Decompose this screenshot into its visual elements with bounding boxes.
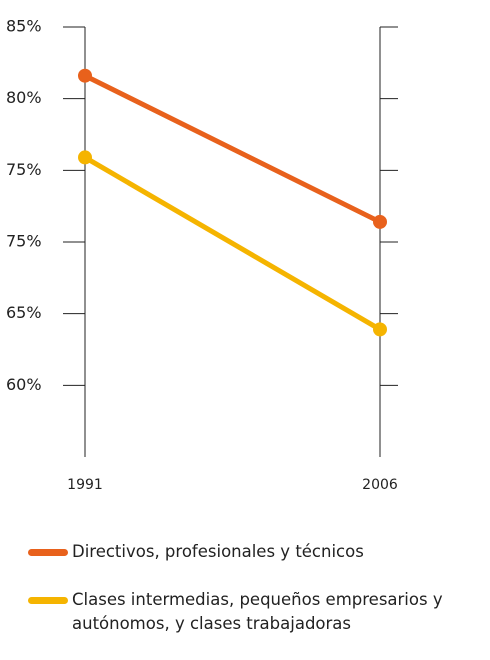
x-tick-label: 1991 bbox=[67, 477, 103, 493]
point bbox=[373, 214, 387, 229]
y-tick-label: 60% bbox=[6, 375, 42, 394]
legend-label: Clases intermedias, pequeños empresarios… bbox=[72, 590, 443, 633]
y-tick-label: 75% bbox=[6, 232, 42, 251]
legend-item: Clases intermedias, pequeños empresarios… bbox=[28, 588, 490, 636]
series-line bbox=[83, 73, 382, 225]
y-tick-label: 85% bbox=[6, 17, 42, 36]
point bbox=[78, 150, 92, 165]
chart: 85% 80% 75% 75% 65% 60% 1991 2006 bbox=[6, 17, 398, 493]
legend-swatch bbox=[28, 549, 68, 556]
point bbox=[78, 68, 92, 83]
point bbox=[373, 322, 387, 337]
y-tick-label: 80% bbox=[6, 88, 42, 107]
legend-swatch bbox=[28, 597, 68, 604]
series-line bbox=[83, 155, 382, 332]
y-tick-label: 75% bbox=[6, 160, 42, 179]
y-tick-label: 65% bbox=[6, 303, 42, 322]
legend-label: Directivos, profesionales y técnicos bbox=[72, 542, 364, 561]
x-tick-label: 2006 bbox=[362, 477, 398, 493]
legend: Directivos, profesionales y técnicos Clas… bbox=[28, 540, 490, 660]
legend-item: Directivos, profesionales y técnicos bbox=[28, 540, 490, 564]
